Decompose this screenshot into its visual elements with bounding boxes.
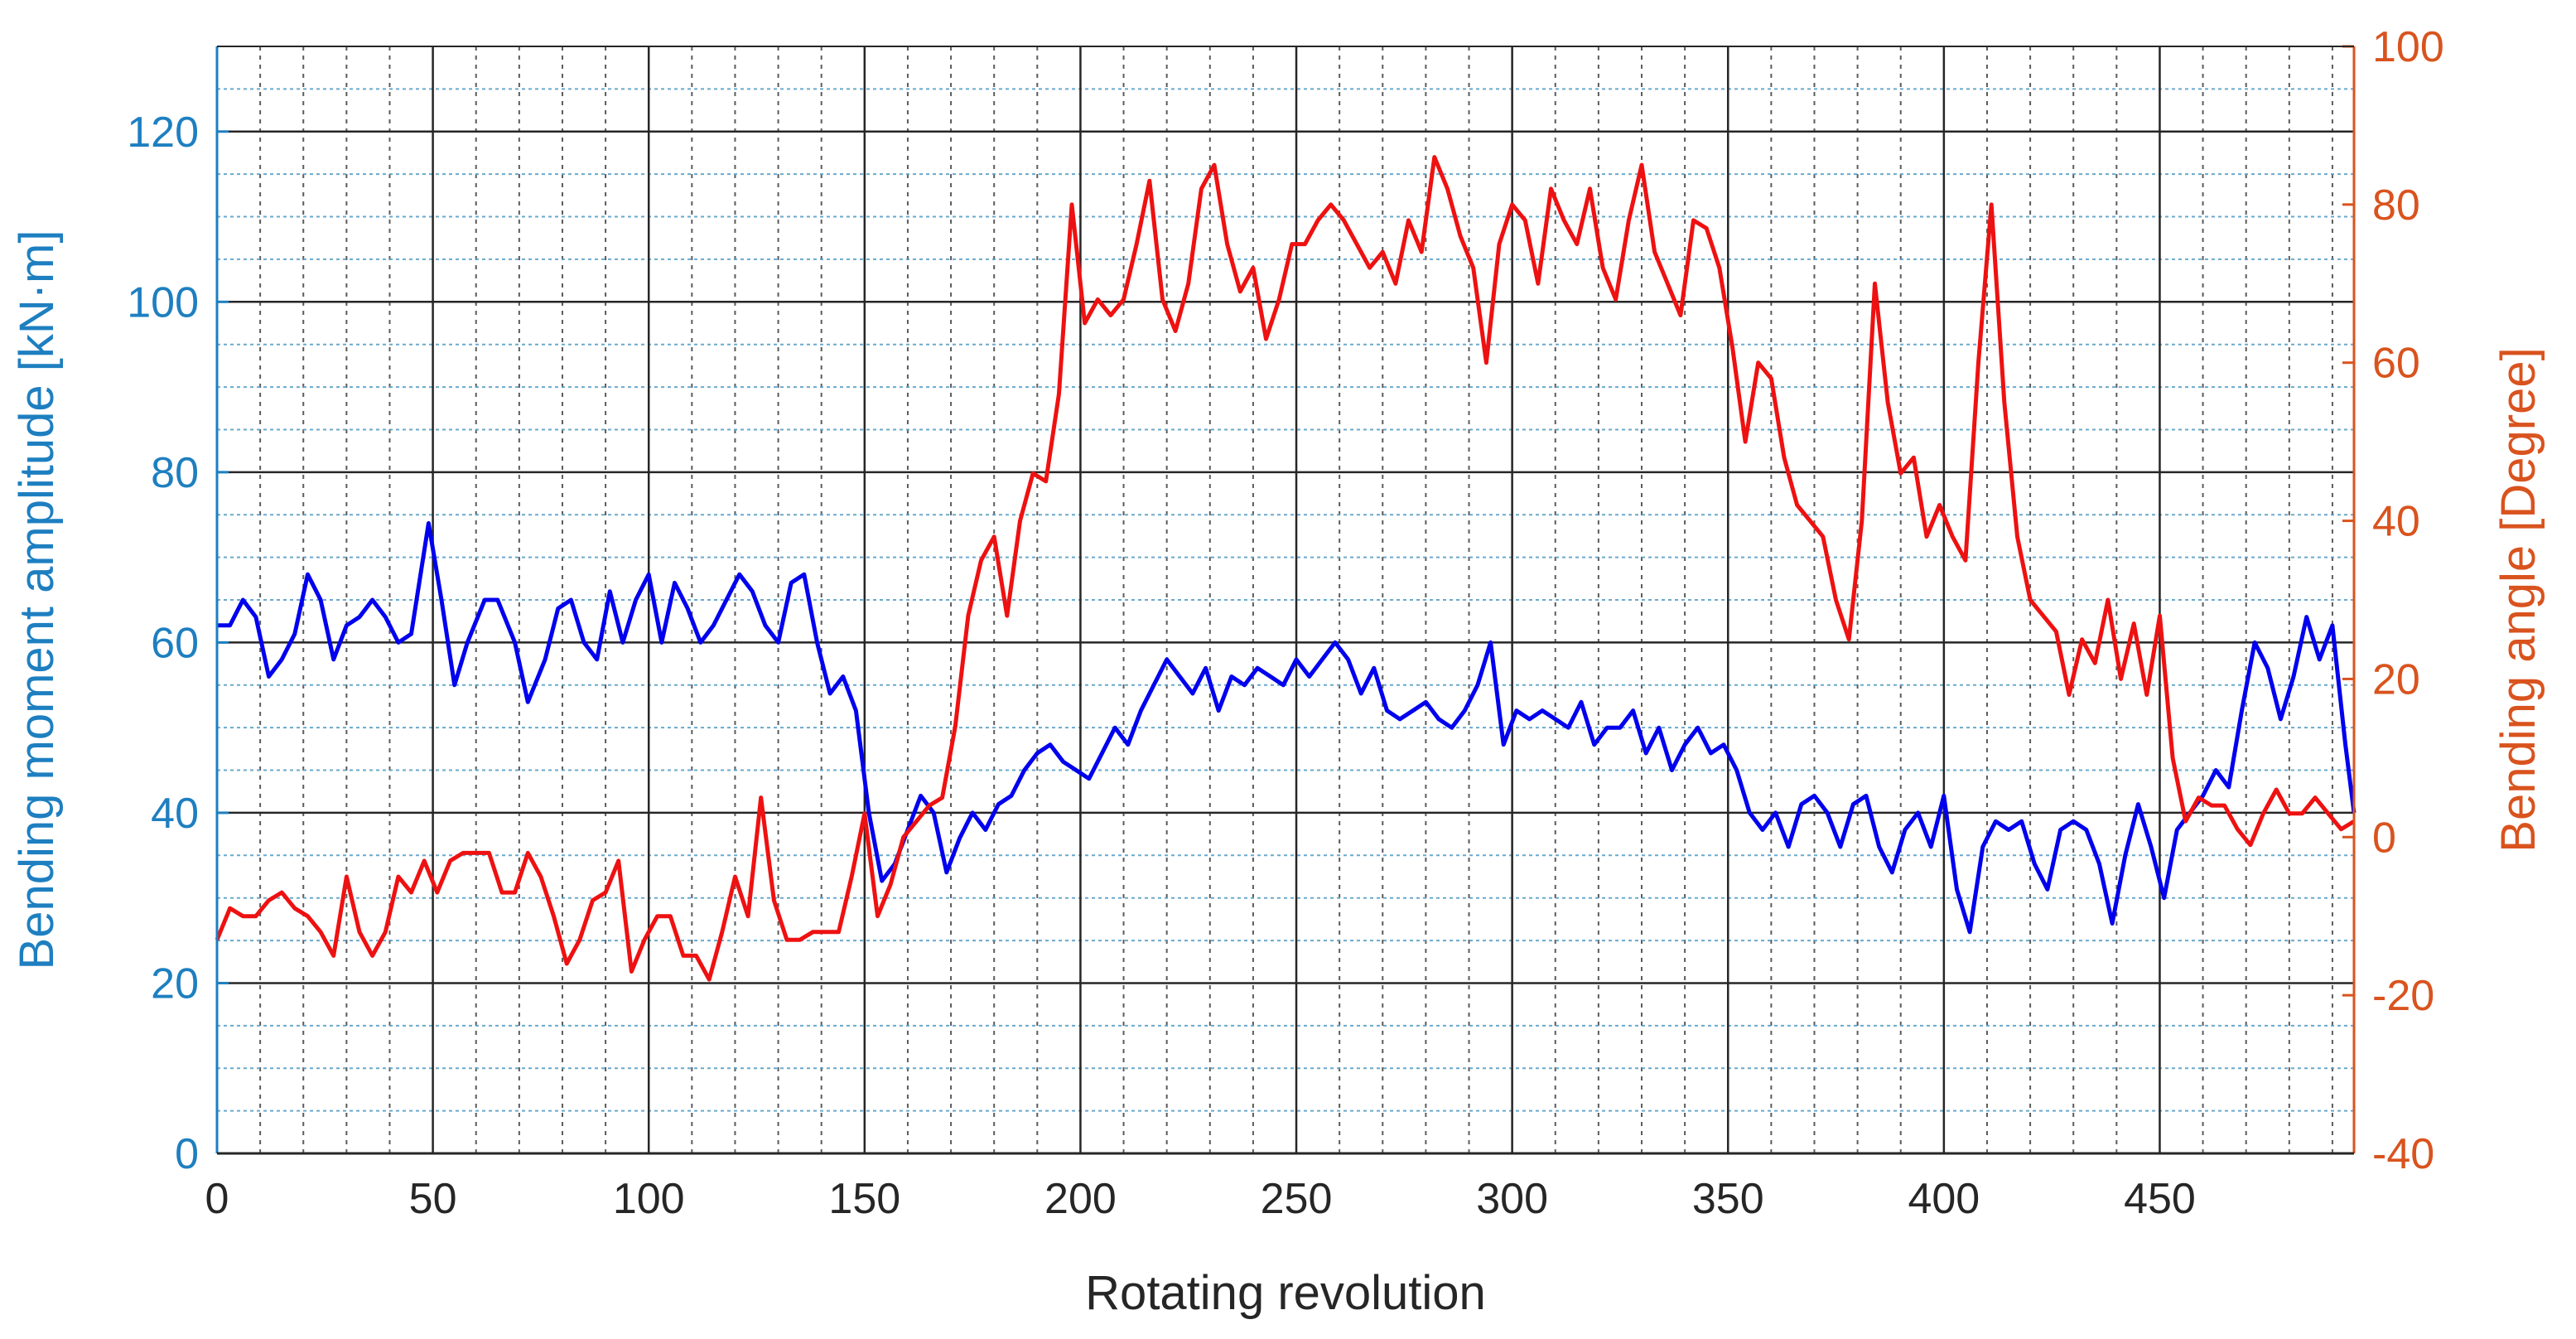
left-tick-label: 60 bbox=[151, 619, 199, 667]
x-tick-label: 250 bbox=[1261, 1175, 1333, 1223]
left-tick-label: 100 bbox=[127, 278, 199, 326]
right-tick-label: 20 bbox=[2372, 655, 2420, 703]
x-tick-label: 400 bbox=[1908, 1175, 1980, 1223]
right-tick-label: 0 bbox=[2372, 814, 2396, 862]
left-tick-label: 0 bbox=[175, 1130, 199, 1178]
x-tick-label: 300 bbox=[1476, 1175, 1548, 1223]
left-tick-label: 20 bbox=[151, 960, 199, 1008]
right-tick-labels: -40 -20 0 20 40 60 80 100 bbox=[2342, 23, 2444, 1178]
x-tick-label: 350 bbox=[1692, 1175, 1764, 1223]
right-tick-label: 80 bbox=[2372, 181, 2420, 230]
minor-grid bbox=[217, 46, 2354, 1153]
left-tick-label: 80 bbox=[151, 449, 199, 497]
left-tick-label: 120 bbox=[127, 109, 199, 157]
bending-moment-line bbox=[217, 521, 2357, 935]
right-axis-label: Bending angle [Degree] bbox=[2492, 347, 2545, 852]
right-tick-label: 60 bbox=[2372, 340, 2420, 388]
left-tick-label: 40 bbox=[151, 790, 199, 838]
right-tick-label: -20 bbox=[2372, 972, 2434, 1020]
x-tick-labels: 0 50 100 150 200 250 300 350 400 450 bbox=[205, 1175, 2196, 1223]
x-tick-label: 200 bbox=[1044, 1175, 1117, 1223]
left-axis-label: Bending moment amplitude [kN·m] bbox=[10, 230, 64, 970]
left-tick-labels: 0 20 40 60 80 100 120 bbox=[127, 109, 229, 1178]
right-tick-label: 40 bbox=[2372, 498, 2420, 546]
x-axis-label: Rotating revolution bbox=[1085, 1266, 1486, 1320]
x-tick-label: 100 bbox=[613, 1175, 685, 1223]
x-tick-label: 150 bbox=[828, 1175, 900, 1223]
x-tick-label: 0 bbox=[205, 1175, 229, 1223]
right-tick-label: 100 bbox=[2372, 23, 2444, 71]
x-tick-label: 50 bbox=[409, 1175, 457, 1223]
right-tick-label: -40 bbox=[2372, 1130, 2434, 1178]
bending-angle-line bbox=[215, 155, 2356, 982]
x-tick-label: 450 bbox=[2124, 1175, 2196, 1223]
